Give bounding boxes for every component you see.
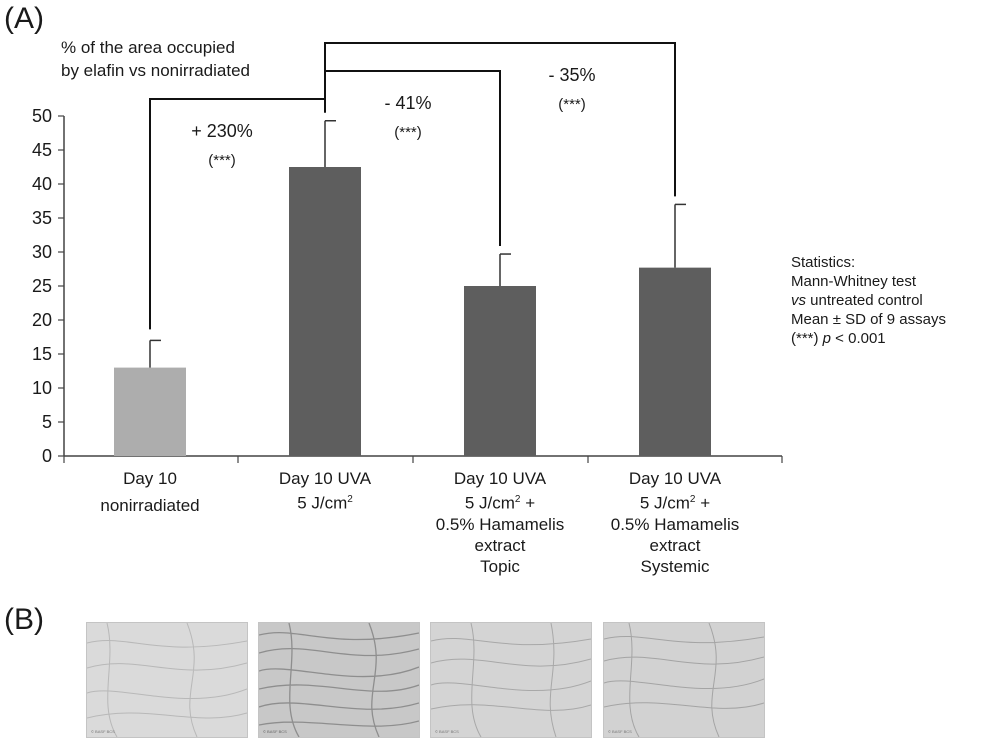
x-category-label-line: 5 J/cm2 + xyxy=(464,493,536,513)
bar xyxy=(114,367,186,456)
stats-title: Statistics: xyxy=(791,254,856,271)
percent-change-label: + 230% xyxy=(191,121,253,141)
y-tick-label: 10 xyxy=(32,378,52,398)
micrograph-texture: © BASF BCS xyxy=(431,623,591,737)
stats-p: p xyxy=(822,330,832,347)
x-category-label: Day 10 UVA 5 J/cm2 +0.5% Hamamelis extract… xyxy=(575,468,775,577)
micrograph-texture: © BASF BCS xyxy=(259,623,419,737)
stats-line-4: (***) p < 0.001 xyxy=(791,329,946,348)
x-category-label-line: nonirradiated xyxy=(100,496,200,515)
thumb-caption: © BASF BCS xyxy=(435,729,459,734)
y-tick-label: 40 xyxy=(32,174,52,194)
significance-label: (***) xyxy=(558,96,586,113)
thumb-caption: © BASF BCS xyxy=(91,729,115,734)
x-category-label: Day 10 UVA 5 J/cm2 +0.5% Hamamelis extract… xyxy=(400,468,600,577)
x-category-label: Day 10 UVA 5 J/cm2 xyxy=(225,468,425,514)
x-category-label-line: Day 10 UVA xyxy=(453,469,547,488)
y-tick-label: 35 xyxy=(32,208,52,228)
statistics-note: Statistics: Mann-Whitney test vs untreat… xyxy=(791,253,946,348)
bar xyxy=(639,267,711,456)
stats-control: untreated control xyxy=(806,292,923,309)
micrograph-nonirradiated: © BASF BCS xyxy=(86,622,248,738)
stats-sig: (***) xyxy=(791,330,823,347)
x-category-label-line: 0.5% Hamamelis xyxy=(610,514,740,534)
stats-line-3: Mean ± SD of 9 assays xyxy=(791,311,946,328)
x-category-label: Day 10 nonirradiated xyxy=(50,468,250,516)
significance-label: (***) xyxy=(394,124,422,141)
superscript: 2 xyxy=(514,494,521,505)
x-category-label-line: Day 10 xyxy=(123,469,177,488)
y-axis-title: % of the area occupied by elafin vs noni… xyxy=(61,36,250,82)
superscript: 2 xyxy=(347,494,353,505)
stats-line-2: vs untreated control xyxy=(791,291,946,310)
y-axis-title-line2: by elafin vs nonirradiated xyxy=(61,61,251,80)
panel-a-label: (A) xyxy=(4,2,44,35)
x-category-label-line: Day 10 UVA xyxy=(278,469,372,488)
stats-vs: vs xyxy=(791,292,806,309)
micrograph-texture: © BASF BCS xyxy=(87,623,247,737)
y-axis-title-line1: % of the area occupied xyxy=(61,38,235,57)
bar xyxy=(464,286,536,456)
x-category-label-line: 0.5% Hamamelis xyxy=(435,514,565,534)
y-tick-label: 0 xyxy=(42,446,52,466)
x-category-label-line: 5 J/cm2 + xyxy=(639,493,711,513)
x-category-label-line: extract xyxy=(474,535,526,555)
micrograph-systemic: © BASF BCS xyxy=(603,622,765,738)
thumb-caption: © BASF BCS xyxy=(263,729,287,734)
significance-bracket xyxy=(149,98,326,330)
bar-chart: 0 5 10 15 20 25 30 35 40 45 50 + 230% (***) - 41% (***… xyxy=(32,42,783,466)
x-category-label-line: Day 10 UVA xyxy=(628,469,722,488)
x-category-label-line: Topic xyxy=(480,556,520,576)
bar xyxy=(289,167,361,456)
stats-line-1: Mann-Whitney test xyxy=(791,273,917,290)
y-tick-label: 20 xyxy=(32,310,52,330)
significance-label: (***) xyxy=(208,152,236,169)
percent-change-label: - 41% xyxy=(384,93,431,113)
y-tick-label: 30 xyxy=(32,242,52,262)
micrograph-uva: © BASF BCS xyxy=(258,622,420,738)
y-tick-label: 50 xyxy=(32,106,52,126)
x-category-label-line: 5 J/cm2 xyxy=(297,493,353,513)
y-tick-label: 15 xyxy=(32,344,52,364)
y-tick-label: 5 xyxy=(42,412,52,432)
percent-change-label: - 35% xyxy=(548,65,595,85)
micrograph-topic: © BASF BCS xyxy=(430,622,592,738)
stats-threshold: < 0.001 xyxy=(831,330,886,347)
superscript: 2 xyxy=(689,494,696,505)
significance-bracket xyxy=(324,42,676,197)
panel-b-label: (B) xyxy=(4,603,44,636)
x-category-label-line: extract xyxy=(649,535,701,555)
micrograph-texture: © BASF BCS xyxy=(604,623,764,737)
y-tick-label: 25 xyxy=(32,276,52,296)
y-tick-label: 45 xyxy=(32,140,52,160)
thumb-caption: © BASF BCS xyxy=(608,729,632,734)
x-category-label-line: Systemic xyxy=(640,556,710,576)
